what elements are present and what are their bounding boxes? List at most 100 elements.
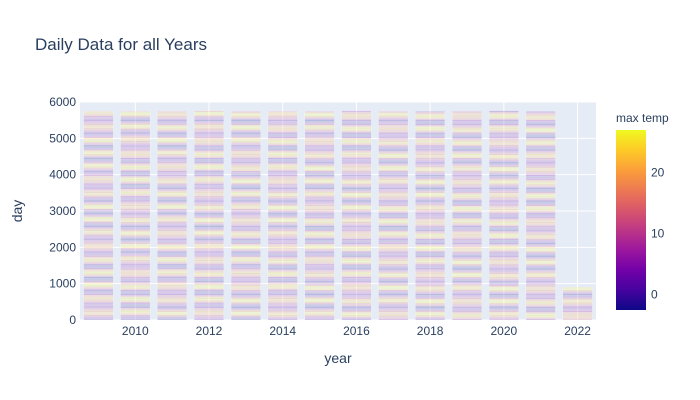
bar-segment xyxy=(157,275,188,277)
bar-segment xyxy=(525,158,556,161)
bar-segment xyxy=(488,217,519,220)
bar-segment xyxy=(83,276,114,279)
bar-segment xyxy=(525,225,556,228)
bar-segment xyxy=(415,318,446,321)
bar-segment xyxy=(452,220,482,223)
bar-segment xyxy=(157,217,188,220)
bar-segment xyxy=(230,113,261,115)
bar-segment xyxy=(415,157,446,160)
bar-segment xyxy=(83,297,114,300)
bar-segment xyxy=(157,291,188,293)
bar-segment xyxy=(341,189,372,191)
bar-segment xyxy=(157,114,188,117)
bar-segment xyxy=(304,247,335,250)
bar-segment xyxy=(488,149,519,152)
bar-segment xyxy=(194,191,224,194)
bar-segment xyxy=(230,123,261,126)
bar-segment xyxy=(230,157,261,160)
bar-segment xyxy=(525,140,556,143)
bar-segment xyxy=(267,170,298,173)
bar-segment xyxy=(83,145,114,148)
bar-segment xyxy=(452,266,482,268)
bar-segment xyxy=(230,134,261,136)
bar-segment xyxy=(230,262,261,264)
bar-segment xyxy=(452,247,482,250)
bar-segment xyxy=(267,253,298,255)
bar-segment xyxy=(378,139,409,141)
bar-segment xyxy=(562,287,593,289)
bar-segment xyxy=(488,140,519,143)
bar-segment xyxy=(304,196,335,199)
bar-segment xyxy=(378,156,409,158)
bar-segment xyxy=(120,113,151,115)
bar-segment xyxy=(304,220,335,223)
bar-segment xyxy=(120,111,151,114)
bar-segment xyxy=(267,204,298,207)
bar-segment xyxy=(83,296,114,298)
bar-segment xyxy=(304,121,335,123)
bar-segment xyxy=(562,306,593,309)
bar-segment xyxy=(415,245,446,247)
bar-segment xyxy=(157,126,188,128)
bar-segment xyxy=(267,246,298,249)
bar-segment xyxy=(304,191,335,194)
bar-segment xyxy=(194,283,224,285)
bar-segment xyxy=(452,194,482,196)
bar-segment xyxy=(525,174,556,177)
bar-segment xyxy=(194,272,224,275)
bar-segment xyxy=(157,310,188,313)
bar-segment xyxy=(120,123,151,126)
bar-segment xyxy=(194,317,224,319)
bar-segment xyxy=(341,280,372,283)
bar-segment xyxy=(452,136,482,139)
bar-segment xyxy=(525,165,556,168)
bar-segment xyxy=(230,178,261,181)
bar-segment xyxy=(341,162,372,165)
bar-segment xyxy=(194,155,224,157)
bar-segment xyxy=(452,225,482,228)
bar-segment xyxy=(267,310,298,313)
bar-segment xyxy=(452,245,482,247)
bar-segment xyxy=(378,122,409,124)
bar-segment xyxy=(120,289,151,292)
bar-segment xyxy=(83,267,114,270)
bar-segment xyxy=(157,148,188,151)
bar-segment xyxy=(378,318,409,321)
bar-segment xyxy=(452,259,482,262)
bar-segment xyxy=(525,263,556,266)
bar-segment xyxy=(378,145,409,148)
bar-segment xyxy=(83,115,114,118)
bar-segment xyxy=(488,271,519,274)
bar-segment xyxy=(194,182,224,185)
bar-segment xyxy=(157,284,188,287)
bar-segment xyxy=(378,200,409,203)
bar-segment xyxy=(378,234,409,237)
bar-segment xyxy=(304,126,335,128)
bar-segment xyxy=(267,165,298,168)
bar-segment xyxy=(378,186,409,189)
bar-segment xyxy=(341,287,372,289)
bar-segment xyxy=(83,242,114,245)
bar-segment xyxy=(525,236,556,238)
bar-segment xyxy=(341,114,372,117)
bar-segment xyxy=(267,263,298,266)
bar-segment xyxy=(194,285,224,288)
bar-segment xyxy=(157,259,188,262)
bar-segment xyxy=(83,233,114,236)
bar-segment xyxy=(267,312,298,314)
bar-segment xyxy=(525,240,556,242)
bar-segment xyxy=(267,148,298,151)
bar-segment xyxy=(562,301,593,304)
bar-segment xyxy=(488,292,519,294)
bar-segment xyxy=(83,187,114,190)
bar-segment xyxy=(341,228,372,230)
bar-segment xyxy=(230,170,261,173)
bar-segment xyxy=(83,132,114,135)
bar-segment xyxy=(415,186,446,189)
bar-segment xyxy=(562,310,593,313)
bar-segment xyxy=(378,155,409,157)
bar-segment xyxy=(194,276,224,279)
bar-segment xyxy=(267,130,298,132)
bar-segment xyxy=(120,199,151,202)
bar-segment xyxy=(194,153,224,156)
